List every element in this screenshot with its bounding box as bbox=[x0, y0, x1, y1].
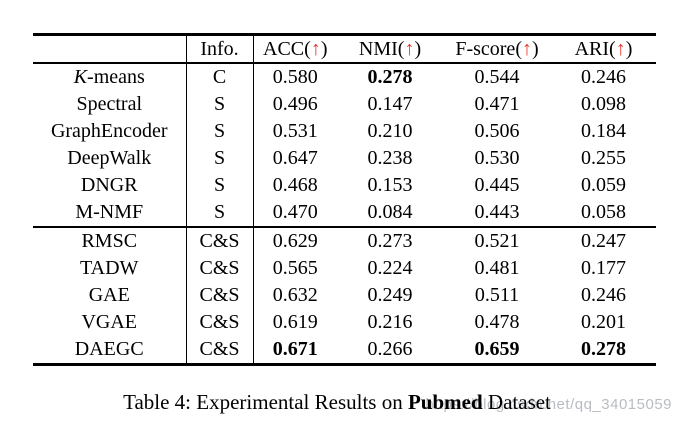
metric-value-cell: 0.098 bbox=[581, 93, 626, 115]
header-row: Info. ACC(↑) NMI(↑) F-score(↑) ARI(↑) bbox=[33, 33, 656, 64]
method-name-cell: DeepWalk bbox=[33, 145, 187, 172]
method-name-cell: DNGR bbox=[33, 172, 187, 199]
table-row: TADW C&S 0.565 0.224 0.481 0.177 bbox=[33, 255, 656, 282]
table-row: M-NMF S 0.470 0.084 0.443 0.058 bbox=[33, 199, 656, 228]
method-name-cell: TADW bbox=[33, 255, 187, 282]
up-arrow-icon: ↑ bbox=[615, 37, 626, 60]
info-cell: S bbox=[186, 91, 254, 118]
metric-value-cell: 0.468 bbox=[272, 174, 318, 196]
info-cell: C&S bbox=[186, 309, 254, 336]
metric-value-cell: 0.629 bbox=[272, 230, 318, 252]
metric-value-cell: 0.059 bbox=[581, 174, 626, 196]
method-name-cell: DAEGC bbox=[33, 336, 187, 366]
metric-value-cell: 0.445 bbox=[474, 174, 520, 196]
method-name-cell: M-NMF bbox=[33, 199, 187, 228]
header-metric-f-score: F-score(↑) bbox=[443, 33, 551, 64]
metric-value-cell: 0.619 bbox=[272, 311, 318, 333]
caption-suffix: Dataset bbox=[482, 390, 551, 414]
metric-value-cell: 0.058 bbox=[551, 199, 656, 228]
metric-value-cell: 0.216 bbox=[367, 311, 413, 333]
metric-value-cell: 0.647 bbox=[272, 147, 318, 169]
caption-dataset-name: Pubmed bbox=[407, 390, 483, 414]
info-cell: S bbox=[186, 145, 254, 172]
metric-value-cell: 0.632 bbox=[272, 284, 318, 306]
header-metric-acc: ACC(↑) bbox=[253, 33, 337, 64]
metric-value-cell: 0.544 bbox=[474, 66, 520, 88]
method-name-cell: Spectral bbox=[33, 91, 187, 118]
metric-value-cell: 0.530 bbox=[474, 147, 520, 169]
metric-value-cell: 0.511 bbox=[474, 284, 520, 306]
header-info: Info. bbox=[186, 33, 254, 64]
caption-prefix: Table 4: Experimental Results on bbox=[123, 390, 408, 414]
metric-value-cell: 0.249 bbox=[367, 284, 413, 306]
table-caption: Table 4: Experimental Results on Pubmed … bbox=[0, 381, 674, 415]
header-metric-nmi: NMI(↑) bbox=[337, 33, 443, 64]
metric-value-cell: 0.531 bbox=[272, 120, 318, 142]
header-metric-ari: ARI(↑) bbox=[551, 33, 656, 64]
metric-value-cell: 0.147 bbox=[367, 93, 413, 115]
metric-value-cell: 0.506 bbox=[474, 120, 520, 142]
up-arrow-icon: ↑ bbox=[404, 37, 415, 60]
method-name-cell: GAE bbox=[33, 282, 187, 309]
watermark-text: https://blog.csdn.net/qq_34015059 bbox=[425, 396, 672, 413]
metric-value-cell: 0.496 bbox=[272, 93, 318, 115]
info-cell: S bbox=[186, 172, 254, 199]
method-name-cell: K-means bbox=[33, 63, 187, 91]
metric-value-cell: 0.184 bbox=[581, 120, 626, 142]
metric-value-cell: 0.210 bbox=[367, 120, 413, 142]
metric-value-cell: 0.443 bbox=[443, 199, 551, 228]
metric-value-cell: 0.565 bbox=[272, 257, 318, 279]
metric-value-cell: 0.471 bbox=[474, 93, 520, 115]
info-cell: C&S bbox=[186, 336, 254, 366]
table-row: RMSC C&S 0.629 0.273 0.521 0.247 bbox=[33, 227, 656, 255]
metric-value-cell: 0.278 bbox=[367, 66, 413, 88]
results-table: Info. ACC(↑) NMI(↑) F-score(↑) ARI(↑) K-mea… bbox=[33, 33, 656, 366]
table-row: DNGR S 0.468 0.153 0.445 0.059 bbox=[33, 172, 656, 199]
info-cell: C&S bbox=[186, 255, 254, 282]
header-empty-cell bbox=[33, 33, 187, 64]
metric-value-cell: 0.481 bbox=[474, 257, 520, 279]
table-row: DeepWalk S 0.647 0.238 0.530 0.255 bbox=[33, 145, 656, 172]
metric-value-cell: 0.266 bbox=[337, 336, 443, 366]
metric-value-cell: 0.246 bbox=[581, 66, 626, 88]
metric-value-cell: 0.273 bbox=[367, 230, 413, 252]
metric-value-cell: 0.201 bbox=[581, 311, 626, 333]
info-cell: C&S bbox=[186, 282, 254, 309]
table-row: K-means C 0.580 0.278 0.544 0.246 bbox=[33, 63, 656, 91]
metric-value-cell: 0.671 bbox=[253, 336, 337, 366]
table-row: GraphEncoder S 0.531 0.210 0.506 0.184 bbox=[33, 118, 656, 145]
table-row: VGAE C&S 0.619 0.216 0.478 0.201 bbox=[33, 309, 656, 336]
method-name-cell: RMSC bbox=[33, 227, 187, 255]
table-row: DAEGC C&S 0.671 0.266 0.659 0.278 bbox=[33, 336, 656, 366]
info-cell: S bbox=[186, 199, 254, 228]
metric-value-cell: 0.247 bbox=[581, 230, 626, 252]
metric-value-cell: 0.659 bbox=[443, 336, 551, 366]
info-cell: C&S bbox=[186, 227, 254, 255]
metric-value-cell: 0.224 bbox=[367, 257, 413, 279]
metric-value-cell: 0.246 bbox=[581, 284, 626, 306]
metric-value-cell: 0.255 bbox=[581, 147, 626, 169]
metric-value-cell: 0.478 bbox=[474, 311, 520, 333]
method-name-cell: GraphEncoder bbox=[33, 118, 187, 145]
table-row: GAE C&S 0.632 0.249 0.511 0.246 bbox=[33, 282, 656, 309]
up-arrow-icon: ↑ bbox=[521, 37, 532, 60]
metric-value-cell: 0.521 bbox=[474, 230, 520, 252]
info-cell: S bbox=[186, 118, 254, 145]
up-arrow-icon: ↑ bbox=[310, 37, 321, 60]
metric-value-cell: 0.084 bbox=[337, 199, 443, 228]
metric-value-cell: 0.177 bbox=[581, 257, 626, 279]
caption-area: https://blog.csdn.net/qq_34015059 Table … bbox=[0, 381, 674, 425]
method-name-cell: VGAE bbox=[33, 309, 187, 336]
metric-value-cell: 0.278 bbox=[551, 336, 656, 366]
metric-value-cell: 0.470 bbox=[253, 199, 337, 228]
metric-value-cell: 0.580 bbox=[272, 66, 318, 88]
table-row: Spectral S 0.496 0.147 0.471 0.098 bbox=[33, 91, 656, 118]
metric-value-cell: 0.238 bbox=[367, 147, 413, 169]
info-cell: C bbox=[186, 63, 254, 91]
metric-value-cell: 0.153 bbox=[367, 174, 413, 196]
